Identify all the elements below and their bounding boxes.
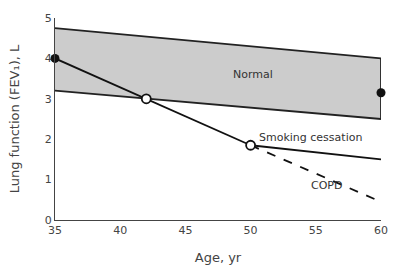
svg-text:3: 3 [45, 93, 52, 106]
svg-text:50: 50 [244, 224, 258, 237]
svg-text:2: 2 [45, 133, 52, 146]
svg-text:Age, yr: Age, yr [195, 250, 242, 265]
svg-text:Normal: Normal [233, 68, 273, 81]
svg-text:60: 60 [374, 224, 388, 237]
svg-text:35: 35 [48, 224, 62, 237]
svg-text:0: 0 [45, 214, 52, 227]
svg-text:55: 55 [309, 224, 323, 237]
svg-text:Lung function (FEV₁), L: Lung function (FEV₁), L [7, 44, 22, 193]
svg-text:5: 5 [45, 12, 52, 25]
svg-text:4: 4 [45, 52, 52, 65]
svg-text:Smoking cessation: Smoking cessation [259, 131, 362, 144]
svg-text:COPD: COPD [311, 179, 342, 192]
svg-text:1: 1 [45, 173, 52, 186]
svg-text:40: 40 [113, 224, 127, 237]
svg-text:45: 45 [178, 224, 192, 237]
